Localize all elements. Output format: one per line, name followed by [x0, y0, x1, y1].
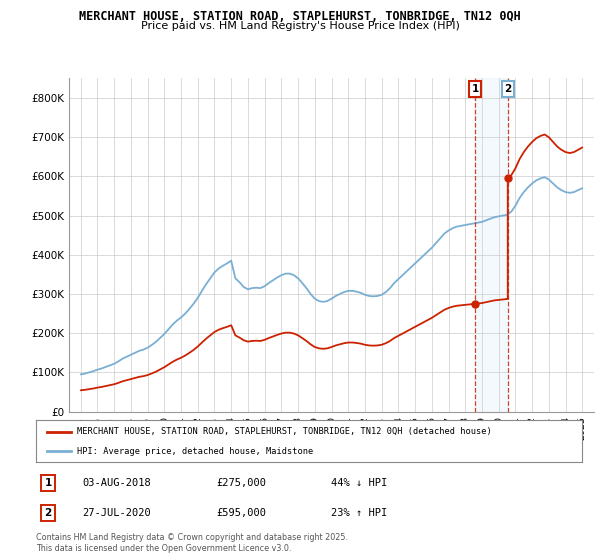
Text: 27-JUL-2020: 27-JUL-2020 [82, 508, 151, 518]
Text: 2: 2 [44, 508, 52, 518]
Text: 1: 1 [44, 478, 52, 488]
Text: 23% ↑ HPI: 23% ↑ HPI [331, 508, 387, 518]
Text: £275,000: £275,000 [216, 478, 266, 488]
Bar [475, 78, 508, 412]
Text: MERCHANT HOUSE, STATION ROAD, STAPLEHURST, TONBRIDGE, TN12 0QH (detached house): MERCHANT HOUSE, STATION ROAD, STAPLEHURS… [77, 427, 492, 436]
Text: 03-AUG-2018: 03-AUG-2018 [82, 478, 151, 488]
Text: 44% ↓ HPI: 44% ↓ HPI [331, 478, 387, 488]
Text: HPI: Average price, detached house, Maidstone: HPI: Average price, detached house, Maid… [77, 446, 313, 456]
Text: Contains HM Land Registry data © Crown copyright and database right 2025.
This d: Contains HM Land Registry data © Crown c… [36, 533, 348, 553]
Text: 2: 2 [504, 84, 511, 94]
Text: Price paid vs. HM Land Registry's House Price Index (HPI): Price paid vs. HM Land Registry's House … [140, 21, 460, 31]
Text: 1: 1 [472, 84, 479, 94]
Text: £595,000: £595,000 [216, 508, 266, 518]
Text: MERCHANT HOUSE, STATION ROAD, STAPLEHURST, TONBRIDGE, TN12 0QH: MERCHANT HOUSE, STATION ROAD, STAPLEHURS… [79, 10, 521, 23]
